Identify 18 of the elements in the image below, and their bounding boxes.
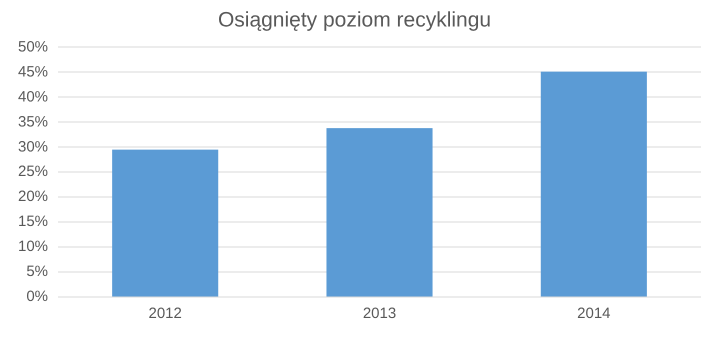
y-tick-label: 30% — [18, 138, 48, 156]
y-tick-label: 10% — [18, 238, 48, 256]
y-tick-label: 45% — [18, 63, 48, 80]
chart-title: Osiągnięty poziom recyklingu — [218, 8, 492, 32]
y-tick-label: 5% — [26, 263, 48, 280]
y-tick-label: 0% — [26, 288, 48, 306]
y-tick-label: 25% — [18, 163, 48, 180]
x-tick-label: 2014 — [577, 305, 611, 322]
y-tick-label: 15% — [18, 213, 48, 230]
y-tick-label: 35% — [18, 113, 48, 130]
y-tick-label: 20% — [18, 188, 48, 206]
x-tick-label: 2012 — [148, 305, 182, 322]
bar — [326, 128, 433, 296]
bar — [112, 150, 218, 296]
y-tick-label: 40% — [18, 88, 48, 106]
bar — [540, 72, 647, 296]
y-tick-label: 50% — [18, 38, 48, 56]
x-tick-label: 2013 — [362, 305, 396, 322]
